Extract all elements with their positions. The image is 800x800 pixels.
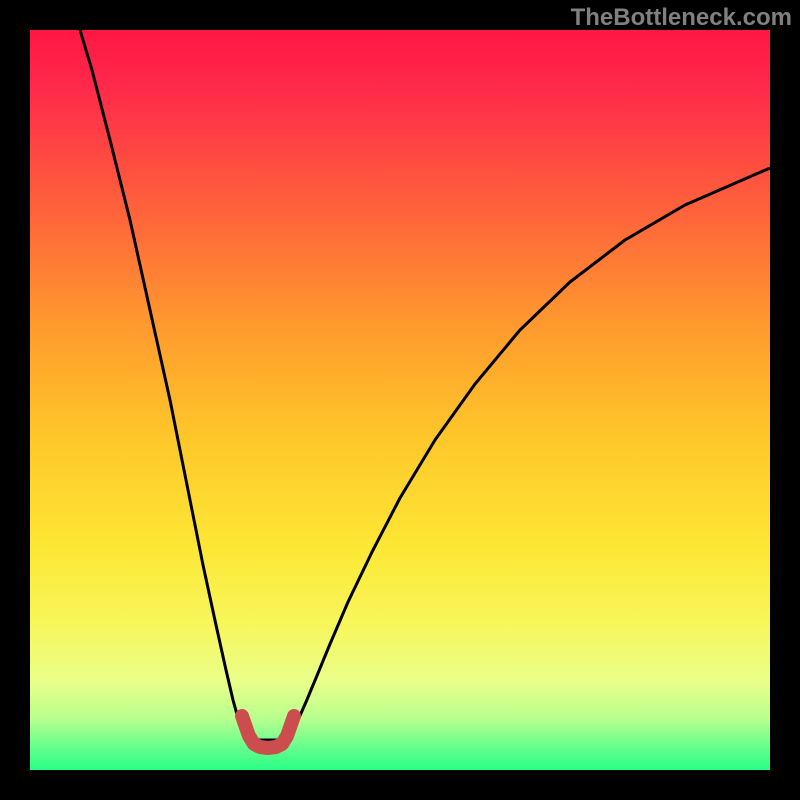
plot-background xyxy=(30,30,770,770)
chart-container: TheBottleneck.com xyxy=(0,0,800,800)
chart-svg xyxy=(0,0,800,800)
watermark-text: TheBottleneck.com xyxy=(571,4,792,32)
